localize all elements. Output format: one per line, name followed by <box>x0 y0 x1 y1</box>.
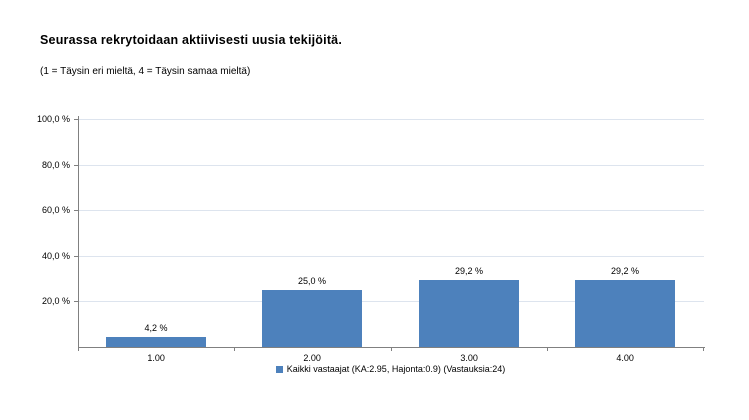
x-axis-tick <box>234 347 235 351</box>
legend-series-label: Kaikki vastaajat (KA:2.95, Hajonta:0.9) … <box>286 364 506 374</box>
x-axis-category-label: 3.00 <box>460 353 478 363</box>
bar-value-label: 25,0 % <box>297 276 327 286</box>
x-axis-category-label: 4.00 <box>616 353 634 363</box>
y-axis-tick <box>74 210 78 212</box>
y-axis-tick <box>74 119 78 120</box>
bar-value-label: 29,2 % <box>610 266 640 277</box>
y-axis-line <box>78 116 79 348</box>
y-axis-tick <box>74 164 78 166</box>
y-axis-tick-label: 100,0 % <box>36 114 70 124</box>
chart-title: Seurassa rekrytoidaan aktiivisesti uusia… <box>40 33 343 47</box>
bar-4.00 <box>575 280 675 347</box>
gridline <box>79 301 704 303</box>
x-axis-category-label: 1.00 <box>147 353 165 363</box>
gridline <box>79 164 704 166</box>
bar-3.00 <box>419 280 519 347</box>
legend: Kaikki vastaajat (KA:2.95, Hajonta:0.9) … <box>78 364 703 374</box>
y-axis-tick <box>74 255 78 257</box>
gridline <box>79 210 704 212</box>
y-axis-tick-label: 80,0 % <box>41 159 70 170</box>
y-axis-tick-label: 60,0 % <box>41 205 70 216</box>
y-axis-tick-label: 40,0 % <box>41 250 70 261</box>
bar-2.00 <box>262 290 362 347</box>
legend-series-marker-icon <box>275 365 283 373</box>
bar-1.00 <box>106 337 206 347</box>
x-axis-tick <box>703 347 704 351</box>
chart-scale-note: (1 = Täysin eri mieltä, 4 = Täysin samaa… <box>40 66 251 77</box>
y-axis-tick-label: 20,0 % <box>41 296 70 307</box>
x-axis-category-label: 2.00 <box>303 353 321 363</box>
x-axis-tick <box>547 347 548 351</box>
bar-value-label: 4,2 % <box>144 323 168 334</box>
gridline <box>79 119 704 120</box>
x-axis-tick <box>78 347 79 351</box>
x-axis-tick <box>391 347 392 351</box>
gridline <box>79 255 704 257</box>
y-axis-tick <box>74 301 78 303</box>
bar-value-label: 29,2 % <box>454 266 484 277</box>
